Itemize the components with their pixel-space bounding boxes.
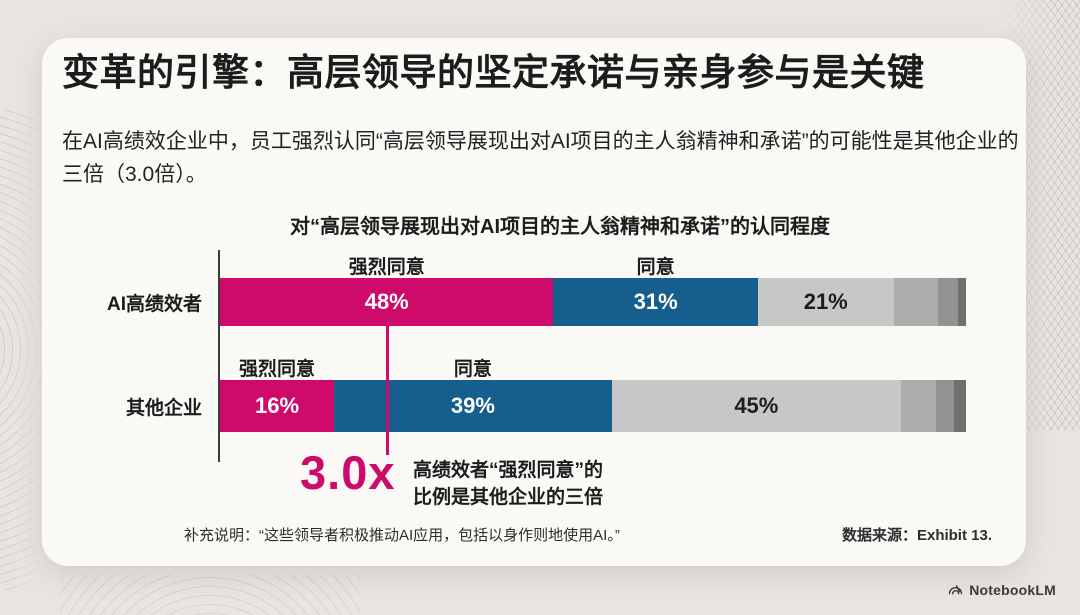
notebooklm-logo-icon: [947, 582, 964, 599]
intro-paragraph: 在AI高绩效企业中，员工强烈认同“高层领导展现出对AI项目的主人翁精神和承诺”的…: [62, 130, 1019, 186]
category-label-other-companies: 其他企业: [125, 397, 202, 419]
bar-segment: [901, 380, 937, 432]
segment-series-label: [936, 354, 954, 378]
segment-name-row: 强烈同意 同意: [220, 252, 966, 278]
bar-segment: [936, 380, 954, 432]
segment-series-label: 强烈同意: [348, 257, 425, 278]
annotation-text: 高绩效者“强烈同意”的 比例是其他企业的三倍: [413, 458, 603, 511]
bar-segment: [957, 278, 966, 326]
bar-segment: 16%: [220, 380, 335, 432]
bar-segment: 39%: [334, 380, 612, 432]
annotation-line-1: 高绩效者“强烈同意”的: [413, 460, 604, 481]
footnote: 补充说明：“这些领导者积极推动AI应用，包括以身作则地使用AI。”: [184, 527, 620, 544]
bar-track: 48% 31% 21%: [220, 278, 966, 326]
chart-title: 对“高层领导展现出对AI项目的主人翁精神和承诺”的认同程度: [290, 216, 830, 238]
corner-texture-left: [0, 110, 46, 590]
bar-segment: [937, 278, 958, 326]
segment-series-label: [612, 354, 901, 378]
bar-segment: 48%: [220, 278, 554, 326]
bar-track: 16% 39% 45%: [220, 380, 966, 432]
segment-series-label: [901, 354, 936, 378]
data-source: 数据来源：Exhibit 13.: [841, 527, 992, 544]
slide-card: 变革的引擎：高层领导的坚定承诺与亲身参与是关键 在AI高绩效企业中，员工强烈认同…: [42, 38, 1026, 566]
notebooklm-brand: NotebookLM: [947, 580, 1056, 600]
segment-series-label: [758, 252, 894, 276]
slide-title: 变革的引擎：高层领导的坚定承诺与亲身参与是关键: [62, 52, 925, 93]
segment-series-label: [958, 252, 966, 276]
segment-series-label: [954, 354, 966, 378]
segment-series-label: 同意: [636, 257, 675, 278]
segment-series-label: [938, 252, 958, 276]
bar-segment: 21%: [757, 278, 894, 326]
chart-axis-line: [218, 250, 220, 462]
segment-series-label: 强烈同意: [239, 359, 316, 380]
segment-name-row: 强烈同意 同意: [220, 354, 966, 380]
multiplier-value: 3.0x: [300, 446, 396, 499]
annotation-line-2: 比例是其他企业的三倍: [413, 486, 604, 508]
notebooklm-brand-label: NotebookLM: [969, 582, 1056, 598]
bar-segment: [893, 278, 938, 326]
segment-series-label: 同意: [453, 359, 492, 380]
corner-texture-bottom: [60, 575, 360, 615]
bar-segment: [954, 380, 966, 432]
annotation-connector-line: [386, 325, 389, 455]
bar-segment: 31%: [553, 278, 758, 326]
segment-series-label: [894, 252, 938, 276]
category-label-ai-high-performers: AI高绩效者: [106, 293, 202, 315]
bar-segment: 45%: [611, 380, 902, 432]
